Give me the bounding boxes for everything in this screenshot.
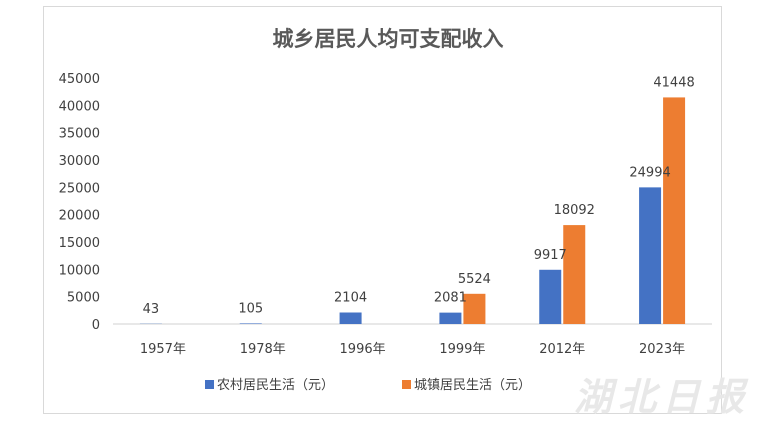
data-label-series-1-3: 5524 (458, 272, 491, 287)
legend-label-1: 城镇居民生活（元） (414, 378, 531, 393)
bar-series-1-3 (463, 293, 486, 324)
data-label-series-0-5: 24994 (629, 165, 670, 180)
y-tick-label: 10000 (59, 263, 100, 278)
data-label-series-0-4: 9917 (534, 248, 567, 263)
chart-frame (43, 6, 722, 414)
bar-series-0-4 (539, 269, 562, 324)
x-tick-label: 1957年 (140, 342, 186, 357)
bar-series-0-1 (239, 323, 262, 324)
bars (139, 97, 686, 324)
y-axis: 0 5000 10000 15000 20000 25000 30000 35000 40000… (59, 72, 100, 333)
x-tick-label: 1996年 (340, 342, 386, 357)
bar-series-0-5 (639, 187, 662, 324)
bar-series-1-4 (563, 225, 586, 324)
y-tick-label: 25000 (59, 181, 100, 196)
x-tick-label: 1978年 (240, 342, 286, 357)
legend-swatch-0 (205, 380, 214, 389)
bar-series-1-5 (663, 97, 686, 324)
y-tick-label: 0 (92, 318, 100, 333)
bar-series-0-3 (439, 312, 462, 324)
x-tick-label: 2012年 (539, 342, 585, 357)
data-labels: 43 105 2104 2081 9917 24994 5524 18092 41448 (143, 75, 695, 316)
legend: 农村居民生活（元） 城镇居民生活（元） (205, 378, 531, 393)
data-label-series-0-2: 2104 (334, 290, 367, 305)
y-tick-label: 15000 (59, 236, 100, 251)
y-tick-label: 5000 (67, 291, 100, 306)
y-tick-label: 35000 (59, 127, 100, 142)
data-label-series-0-3: 2081 (434, 291, 467, 306)
data-label-series-0-1: 105 (238, 301, 263, 316)
y-tick-label: 30000 (59, 154, 100, 169)
watermark-logo: 湖北日报 (574, 374, 750, 419)
data-label-series-1-5: 41448 (653, 75, 694, 90)
y-tick-label: 45000 (59, 72, 100, 87)
watermark-text: 湖北日报 (574, 374, 750, 419)
data-label-series-0-0: 43 (143, 302, 160, 317)
x-tick-label: 2023年 (639, 342, 685, 357)
y-tick-label: 20000 (59, 209, 100, 224)
y-tick-label: 40000 (59, 99, 100, 114)
legend-label-0: 农村居民生活（元） (217, 378, 334, 393)
chart-title: 城乡居民人均可支配收入 (273, 27, 504, 51)
x-axis: 1957年 1978年 1996年 1999年 2012年 2023年 (140, 342, 685, 357)
data-label-series-1-4: 18092 (554, 203, 595, 218)
bar-series-0-2 (339, 312, 362, 324)
x-tick-label: 1999年 (439, 342, 485, 357)
legend-swatch-1 (402, 380, 411, 389)
